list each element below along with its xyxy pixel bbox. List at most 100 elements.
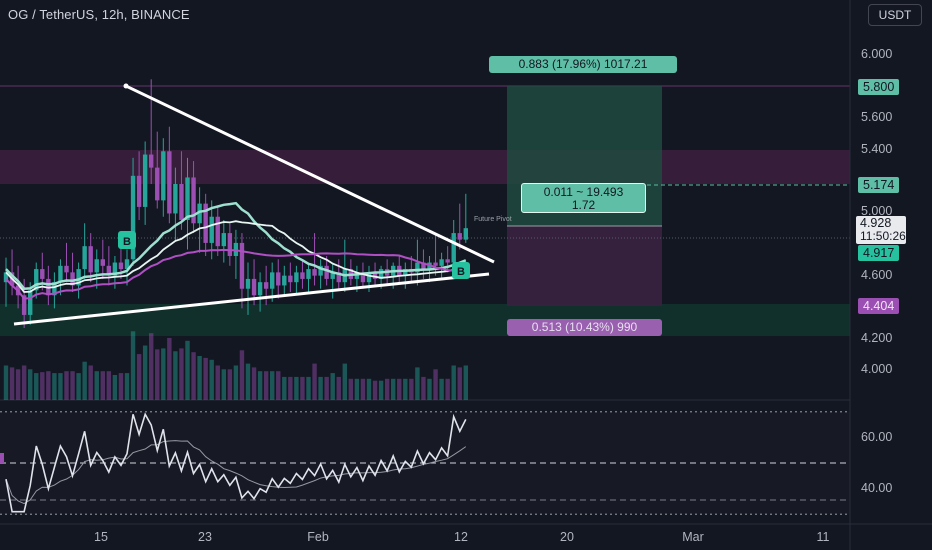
rsi-left-marker <box>0 453 4 463</box>
buy-signal-marker-2[interactable]: B <box>452 262 470 279</box>
candle-body <box>34 269 39 291</box>
candle-body <box>100 259 105 266</box>
candle-body <box>28 290 33 315</box>
candle-body <box>70 272 75 286</box>
candle-body <box>185 177 190 220</box>
volume-bar <box>215 365 220 400</box>
volume-bar <box>378 380 384 400</box>
time-tick: 12 <box>454 530 468 544</box>
volume-bar <box>372 380 378 400</box>
lower-trendline[interactable] <box>13 272 490 326</box>
candle-body <box>378 269 384 279</box>
candle-body <box>433 262 438 266</box>
volume-bar <box>366 378 372 400</box>
volume-bar <box>421 376 426 400</box>
volume-bar <box>221 369 226 400</box>
candle-body <box>203 203 208 243</box>
volume-bar <box>64 371 69 400</box>
volume-bar <box>457 367 462 400</box>
volume-bar <box>142 345 148 400</box>
price-tick: 4.000 <box>861 362 893 376</box>
volume-bar <box>348 378 354 400</box>
volume-bar <box>312 363 317 400</box>
candle-body <box>263 282 269 289</box>
candle-body <box>106 265 112 276</box>
volume-bar <box>245 363 251 400</box>
volume-bar <box>203 357 208 400</box>
volume-bar <box>403 378 408 400</box>
price-tick: 5.000 <box>861 204 893 218</box>
candle-body <box>421 262 426 270</box>
volume-bar <box>197 356 202 400</box>
last-price-value: 4.928 <box>860 216 892 230</box>
volume-bar <box>463 365 468 400</box>
time-tick: 20 <box>560 530 574 544</box>
candle-body <box>270 272 275 289</box>
candle-body <box>282 275 287 286</box>
candle-body <box>288 275 293 283</box>
volume-bar <box>318 376 323 400</box>
candle-body <box>439 259 444 266</box>
volume-bar <box>179 348 184 400</box>
candle-body <box>276 272 281 286</box>
candle-body <box>167 151 172 214</box>
candle-body <box>130 175 136 260</box>
moving-average-white <box>5 220 467 293</box>
candle-body <box>463 228 468 240</box>
volume-bar <box>439 378 444 400</box>
volume-bar <box>415 367 420 400</box>
volume-bar <box>3 365 9 400</box>
volume-bar <box>239 350 245 400</box>
currency-button[interactable]: USDT <box>868 4 922 26</box>
candle-body <box>179 184 184 220</box>
volume-bars <box>3 331 468 400</box>
volume-bar <box>173 351 178 400</box>
price-tick: 5.400 <box>861 142 893 156</box>
candle-body <box>366 272 372 283</box>
volume-bar <box>191 352 196 400</box>
candle-body <box>191 177 196 224</box>
upper-trendline[interactable] <box>125 84 495 264</box>
candle-body <box>136 175 142 207</box>
volume-bar <box>391 378 396 400</box>
candle-body <box>251 278 257 296</box>
candle-body <box>21 295 27 315</box>
volume-bar <box>409 378 414 400</box>
volume-bar <box>433 369 438 400</box>
volume-bar <box>384 378 390 400</box>
candle-body <box>318 265 323 276</box>
volume-bar <box>21 365 27 400</box>
position-ratio-line1: 0.011 ~ 19.493 <box>543 185 624 199</box>
level-mid-tag: 4.917 <box>858 245 900 261</box>
time-tick: 11 <box>816 530 830 544</box>
position-stop-label[interactable]: 0.513 (10.43%) 990 <box>507 319 662 336</box>
moving-average-green <box>5 201 467 290</box>
candle-body <box>360 272 366 283</box>
position-target-label[interactable]: 0.883 (17.96%) 1017.21 <box>489 56 677 73</box>
candle-body <box>403 269 408 276</box>
candle-body <box>330 272 335 279</box>
candle-body <box>457 233 462 240</box>
volume-bar <box>294 376 299 400</box>
candle-body <box>82 246 87 270</box>
candle-body <box>112 262 118 276</box>
candle-body <box>52 282 57 296</box>
price-tick: 4.600 <box>861 268 893 282</box>
volume-bar <box>106 371 112 400</box>
buy-signal-marker[interactable]: B <box>118 231 136 249</box>
volume-bar <box>82 361 87 400</box>
candle-body <box>300 272 305 279</box>
candle-body <box>3 272 9 283</box>
volume-bar <box>167 337 172 400</box>
candle-body <box>312 269 317 276</box>
volume-bar <box>9 367 15 400</box>
position-ratio-box[interactable]: 0.011 ~ 19.493 1.72 <box>521 183 646 213</box>
candle-body <box>336 272 341 283</box>
volume-bar <box>233 365 239 400</box>
candle-body <box>161 151 166 201</box>
volume-bar <box>288 376 293 400</box>
volume-bar <box>227 369 233 400</box>
candle-body <box>118 262 124 270</box>
